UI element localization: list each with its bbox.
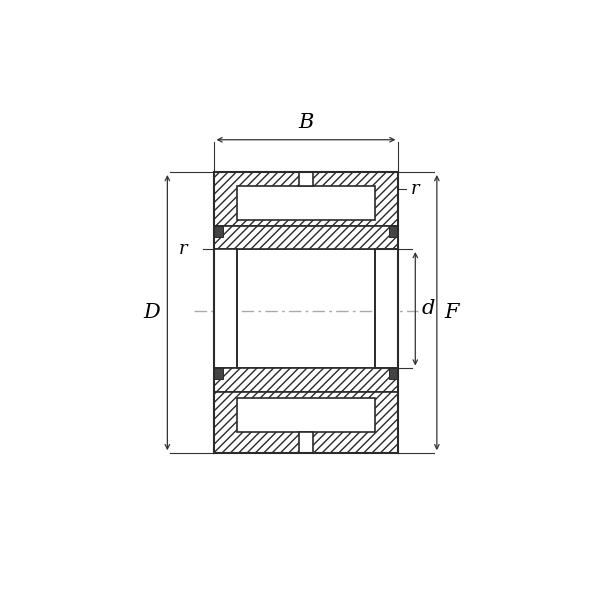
Bar [214,392,398,453]
Bar [236,398,375,431]
Bar [214,368,398,392]
Bar [375,249,398,368]
Bar [299,172,313,186]
Text: B: B [298,113,314,132]
Text: r: r [410,180,419,198]
Bar [299,431,313,453]
Bar [214,172,398,226]
Text: D: D [143,303,160,322]
Bar [214,226,398,249]
Bar [389,226,398,237]
Text: r: r [179,240,187,258]
Text: d: d [421,299,435,318]
Bar [214,249,236,368]
Bar [389,368,398,379]
Bar [214,249,398,368]
Text: F: F [445,303,459,322]
Bar [236,186,375,220]
Bar [214,226,223,237]
Bar [214,368,223,379]
